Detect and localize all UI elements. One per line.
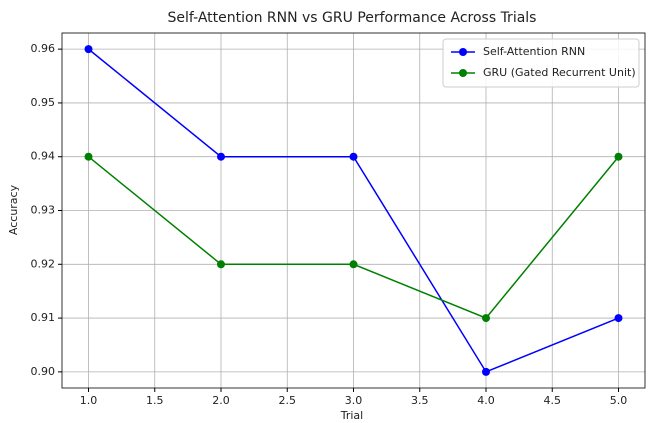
- y-tick-label: 0.94: [31, 150, 56, 163]
- y-axis-label: Accuracy: [7, 184, 20, 235]
- x-tick-label: 2.0: [212, 394, 230, 407]
- x-tick-label: 5.0: [610, 394, 628, 407]
- x-axis-label: Trial: [340, 409, 363, 422]
- point: [84, 45, 93, 54]
- y-tick-label: 0.95: [31, 96, 56, 109]
- x-tick-label: 4.5: [544, 394, 562, 407]
- x-tick-label: 3.0: [345, 394, 363, 407]
- point: [84, 152, 93, 161]
- x-tick-label: 1.5: [146, 394, 164, 407]
- x-tick-label: 1.0: [80, 394, 98, 407]
- plot-frame: [61, 32, 646, 389]
- point: [217, 152, 225, 161]
- legend-label: GRU (Gated Recurrent Unit): [483, 66, 636, 79]
- y-tick-label: 0.90: [31, 365, 56, 378]
- legend-box: [442, 38, 640, 88]
- point: [614, 314, 623, 323]
- y-tick-label: 0.93: [31, 204, 56, 217]
- x-tick-label: 2.5: [279, 394, 297, 407]
- point: [349, 260, 358, 269]
- legend-marker: [459, 69, 467, 77]
- y-tick-label: 0.92: [31, 257, 56, 270]
- y-tick-label: 0.96: [31, 42, 56, 55]
- point: [614, 152, 623, 161]
- point: [482, 314, 490, 323]
- y-tick-label: 0.91: [31, 311, 56, 324]
- x-tick-label: 4.0: [477, 394, 495, 407]
- legend-label: Self-Attention RNN: [483, 45, 585, 58]
- legend-marker: [459, 48, 467, 56]
- point: [217, 260, 225, 269]
- chart-title: Self-Attention RNN vs GRU Performance Ac…: [168, 10, 537, 26]
- x-tick-label: 3.5: [411, 394, 429, 407]
- point: [482, 367, 490, 376]
- point: [349, 152, 358, 161]
